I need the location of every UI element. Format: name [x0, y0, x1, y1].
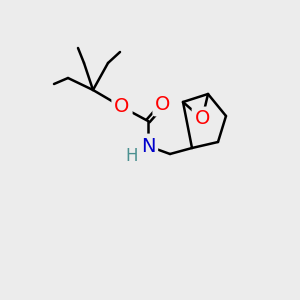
- Text: O: O: [114, 98, 130, 116]
- Text: H: H: [126, 147, 138, 165]
- Text: O: O: [155, 94, 171, 113]
- Text: O: O: [194, 110, 210, 128]
- Text: N: N: [141, 136, 155, 155]
